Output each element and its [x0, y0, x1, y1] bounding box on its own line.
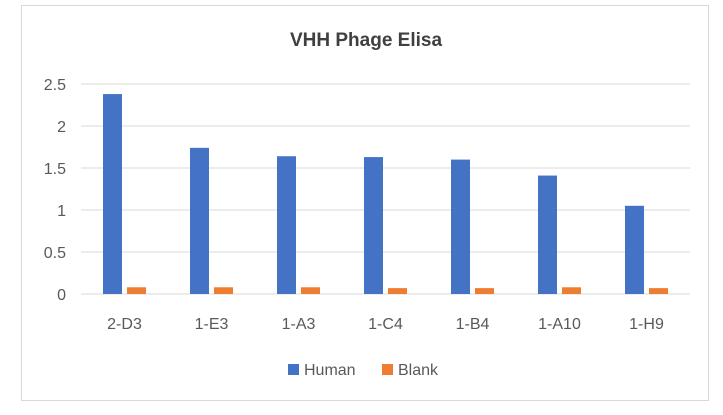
x-tick-label: 1-C4: [368, 316, 403, 333]
y-tick-label: 2.5: [44, 77, 66, 94]
chart-title: VHH Phage Elisa: [290, 30, 442, 51]
bars: [103, 94, 668, 294]
x-tick-label: 1-A3: [282, 316, 316, 333]
bar-human-1-b4: [451, 159, 470, 294]
legend: Human Blank: [288, 362, 439, 379]
x-axis-ticks: 2-D3 1-E3 1-A3 1-C4 1-B4 1-A10 1-H9: [107, 316, 664, 333]
bar-human-2-d3: [103, 94, 122, 294]
y-tick-label: 1.5: [44, 161, 66, 178]
x-tick-label: 1-H9: [629, 316, 664, 333]
legend-swatch-blank: [382, 364, 393, 375]
x-tick-label: 1-E3: [195, 316, 229, 333]
legend-label-blank: Blank: [398, 362, 439, 379]
y-axis-ticks: 0 0.5 1 1.5 2 2.5: [44, 77, 66, 304]
legend-swatch-human: [288, 364, 299, 375]
legend-label-human: Human: [304, 362, 356, 379]
bar-blank-1-e3: [214, 287, 233, 294]
bar-human-1-a10: [538, 175, 557, 294]
x-tick-label: 1-A10: [538, 316, 581, 333]
bar-human-1-h9: [625, 205, 644, 294]
bar-human-1-e3: [190, 147, 209, 294]
y-tick-label: 0: [57, 287, 66, 304]
bar-blank-1-b4: [475, 288, 494, 294]
x-tick-label: 1-B4: [456, 316, 490, 333]
y-tick-label: 2: [57, 119, 66, 136]
bar-human-1-c4: [364, 157, 383, 294]
bar-blank-1-a10: [562, 287, 581, 294]
bar-blank-1-h9: [649, 288, 668, 294]
x-tick-label: 2-D3: [107, 316, 142, 333]
bar-blank-2-d3: [127, 287, 146, 294]
bar-blank-1-c4: [388, 288, 407, 294]
bar-blank-1-a3: [301, 287, 320, 294]
y-tick-label: 0.5: [44, 245, 66, 262]
y-tick-label: 1: [57, 203, 66, 220]
bar-human-1-a3: [277, 156, 296, 294]
gridlines: [81, 83, 690, 295]
